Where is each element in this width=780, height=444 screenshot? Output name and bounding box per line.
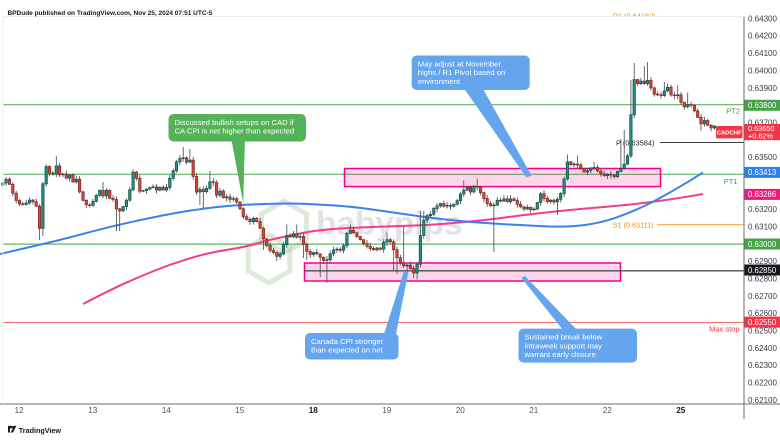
svg-text:0.63800: 0.63800 <box>748 101 777 110</box>
svg-text:+0.62%: +0.62% <box>748 132 773 141</box>
svg-text:0.62550: 0.62550 <box>748 318 777 327</box>
svg-text:0.63413: 0.63413 <box>748 168 776 177</box>
svg-text:Max stop: Max stop <box>709 325 739 334</box>
svg-text:20: 20 <box>456 406 466 415</box>
svg-text:13: 13 <box>88 406 98 415</box>
svg-text:0.64000: 0.64000 <box>748 66 777 75</box>
svg-text:0.62100: 0.62100 <box>748 396 777 405</box>
svg-text:22: 22 <box>603 406 613 415</box>
svg-text:CADCHF: CADCHF <box>717 130 742 136</box>
svg-text:0.62800: 0.62800 <box>748 275 777 284</box>
svg-text:0.63900: 0.63900 <box>748 84 777 93</box>
svg-text:0.62500: 0.62500 <box>748 327 777 336</box>
svg-text:0.62200: 0.62200 <box>748 379 777 388</box>
svg-text:21: 21 <box>529 406 539 415</box>
svg-text:14: 14 <box>162 406 172 415</box>
svg-text:0.62850: 0.62850 <box>748 266 777 275</box>
svg-text:0.63100: 0.63100 <box>748 223 777 232</box>
svg-text:0.64100: 0.64100 <box>748 49 777 58</box>
svg-text:12: 12 <box>14 406 24 415</box>
svg-text:19: 19 <box>382 406 392 415</box>
svg-text:18: 18 <box>309 406 319 415</box>
svg-text:0.63000: 0.63000 <box>748 240 777 249</box>
svg-text:0.63286: 0.63286 <box>748 190 776 199</box>
svg-text:PT2: PT2 <box>726 107 740 116</box>
svg-text:TradingView: TradingView <box>19 426 62 435</box>
svg-text:P (0.63584): P (0.63584) <box>616 139 655 148</box>
svg-text:0.64200: 0.64200 <box>748 32 777 41</box>
svg-text:0.64300: 0.64300 <box>748 14 777 23</box>
svg-text:S1 (0.63111): S1 (0.63111) <box>613 221 654 230</box>
svg-text:BPDude published on TradingVie: BPDude published on TradingView.com, Nov… <box>8 10 213 17</box>
svg-text:PT1: PT1 <box>724 177 738 186</box>
svg-text:0.63200: 0.63200 <box>748 205 777 214</box>
svg-text:25: 25 <box>676 406 686 415</box>
svg-text:0.62400: 0.62400 <box>748 344 777 353</box>
svg-text:15: 15 <box>235 406 245 415</box>
svg-text:0.62700: 0.62700 <box>748 292 777 301</box>
svg-text:0.62300: 0.62300 <box>748 361 777 370</box>
svg-text:0.63500: 0.63500 <box>748 153 777 162</box>
